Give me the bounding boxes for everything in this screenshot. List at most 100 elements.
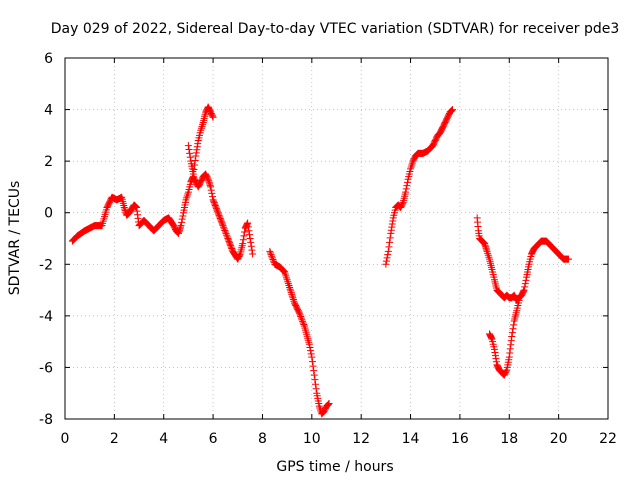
data-point xyxy=(184,190,192,198)
data-point xyxy=(385,243,393,251)
data-point xyxy=(520,286,528,294)
data-point xyxy=(178,218,186,226)
data-point xyxy=(221,228,229,236)
data-point xyxy=(502,367,510,375)
x-tick-label: 12 xyxy=(352,431,370,447)
data-point xyxy=(225,237,233,245)
data-point xyxy=(310,367,318,375)
data-point xyxy=(178,215,186,223)
data-point xyxy=(184,142,192,150)
data-point xyxy=(484,251,492,259)
data-point xyxy=(295,308,303,316)
data-point xyxy=(386,234,394,242)
y-tick-labels: -8 -6 -4 -2 0 2 4 6 xyxy=(39,51,53,428)
y-tick-label: 6 xyxy=(44,51,53,67)
data-point xyxy=(408,161,416,169)
data-point xyxy=(386,238,394,246)
data-point xyxy=(288,290,296,298)
data-point xyxy=(484,249,492,257)
x-tick-label: 8 xyxy=(258,431,267,447)
y-tick-label: -6 xyxy=(39,360,53,376)
data-point xyxy=(215,212,223,220)
data-point xyxy=(307,347,315,355)
data-point xyxy=(447,107,455,115)
data-point xyxy=(208,112,216,120)
x-tick-label: 20 xyxy=(550,431,568,447)
data-point xyxy=(211,200,219,208)
data-point xyxy=(218,220,226,228)
data-point xyxy=(279,266,287,274)
data-point xyxy=(226,240,234,248)
data-point xyxy=(212,203,220,211)
data-point xyxy=(288,292,296,300)
data-point xyxy=(240,232,248,240)
data-point xyxy=(269,255,277,263)
data-point xyxy=(241,228,249,236)
x-tick-label: 10 xyxy=(303,431,321,447)
data-point xyxy=(312,380,320,388)
data-point xyxy=(289,294,297,302)
data-point xyxy=(207,186,215,194)
x-tick-label: 4 xyxy=(159,431,168,447)
data-point xyxy=(382,257,390,265)
data-point xyxy=(325,400,333,408)
y-tick-label: 0 xyxy=(44,206,53,222)
data-point xyxy=(407,163,415,171)
data-point xyxy=(382,260,390,268)
data-point xyxy=(217,217,225,225)
data-point xyxy=(324,401,332,409)
data-point xyxy=(283,276,291,284)
data-point xyxy=(402,188,410,196)
data-point xyxy=(306,343,314,351)
data-point xyxy=(213,207,221,215)
data-point xyxy=(220,225,228,233)
data-point xyxy=(211,202,219,210)
data-point xyxy=(219,222,227,230)
y-tick-label: -2 xyxy=(39,257,53,273)
data-point xyxy=(403,178,411,186)
x-axis-label: GPS time / hours xyxy=(276,459,393,475)
data-point xyxy=(268,252,276,260)
x-tick-label: 18 xyxy=(500,431,518,447)
series-segment-4 xyxy=(382,106,457,268)
data-point xyxy=(287,287,295,295)
data-point xyxy=(183,194,191,202)
data-point xyxy=(244,223,252,231)
data-point xyxy=(209,113,217,121)
data-point xyxy=(399,200,407,208)
data-point xyxy=(284,280,292,288)
data-point xyxy=(208,189,216,197)
data-point xyxy=(308,353,316,361)
data-point xyxy=(222,230,230,238)
data-point xyxy=(565,255,573,263)
data-point xyxy=(213,206,221,214)
data-point xyxy=(185,146,193,154)
data-point xyxy=(204,174,212,182)
data-point xyxy=(207,183,215,191)
data-point xyxy=(183,192,191,200)
data-point xyxy=(236,251,244,259)
data-point xyxy=(521,283,529,291)
data-point xyxy=(227,242,235,250)
series-segment-3 xyxy=(266,247,333,418)
data-point xyxy=(305,340,313,348)
series-segment-1 xyxy=(68,170,257,263)
data-point xyxy=(299,317,307,325)
data-point xyxy=(299,319,307,327)
data-point xyxy=(324,400,332,408)
data-point xyxy=(214,209,222,217)
x-tick-label: 0 xyxy=(61,431,70,447)
data-point xyxy=(312,385,320,393)
data-point xyxy=(224,235,232,242)
data-point xyxy=(298,316,306,324)
data-point xyxy=(220,223,228,231)
data-point xyxy=(509,325,517,333)
data-point xyxy=(224,236,232,244)
data-point xyxy=(310,371,318,379)
data-point xyxy=(448,106,456,114)
data-point xyxy=(210,199,218,207)
data-point xyxy=(239,236,247,244)
data-point xyxy=(266,247,274,255)
data-point xyxy=(245,227,253,235)
